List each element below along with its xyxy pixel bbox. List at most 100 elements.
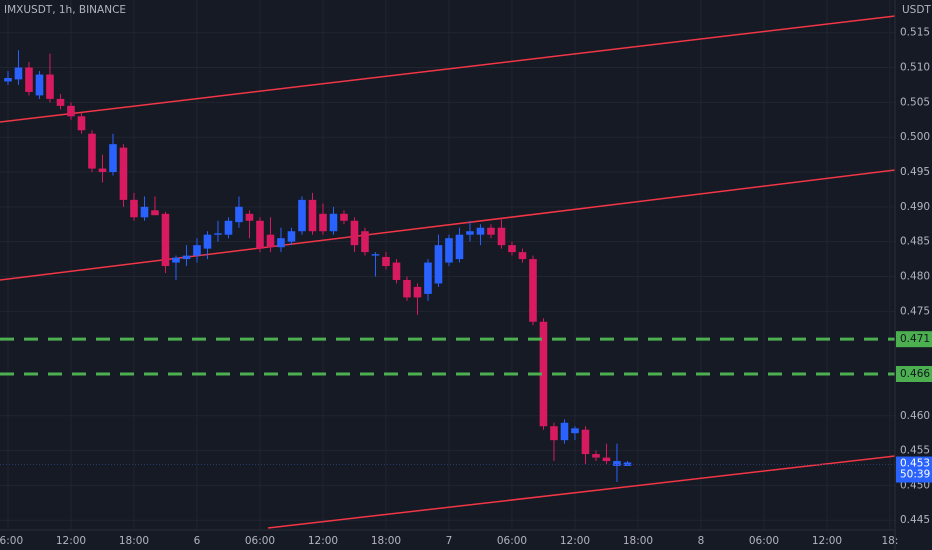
candle-body bbox=[235, 206, 243, 223]
candle-body bbox=[14, 67, 23, 80]
candle-body bbox=[298, 199, 306, 232]
candle-body bbox=[476, 227, 485, 235]
candle-body bbox=[613, 461, 621, 466]
candle-body bbox=[392, 262, 401, 280]
last-price-tag bbox=[896, 456, 932, 483]
candle-body bbox=[172, 257, 180, 263]
candle-body bbox=[403, 279, 411, 298]
x-tick-label: 8 bbox=[698, 535, 705, 547]
candle-body bbox=[77, 116, 86, 131]
candle-body bbox=[151, 210, 159, 216]
candle-body bbox=[161, 213, 170, 267]
y-tick-label: 0.515 bbox=[900, 27, 930, 39]
y-tick-label: 0.445 bbox=[900, 514, 930, 526]
candle-body bbox=[329, 213, 338, 232]
x-tick-label: 06:00 bbox=[749, 535, 779, 547]
candle-body bbox=[88, 133, 96, 169]
candle-body bbox=[277, 238, 285, 248]
labels: 0.515 0.510 0.505 0.500 0.495 0.490 0.485 0.480… bbox=[0, 27, 932, 547]
candle-body bbox=[455, 234, 464, 260]
candle-body bbox=[560, 422, 569, 441]
x-tick-label: 18:00 bbox=[371, 535, 401, 547]
candle-body bbox=[140, 206, 149, 218]
candle-body bbox=[224, 220, 233, 235]
candles bbox=[0, 50, 895, 482]
candle-body bbox=[319, 213, 327, 232]
candle-body bbox=[497, 227, 506, 246]
candle-body bbox=[25, 67, 33, 92]
trend-line bbox=[0, 15, 896, 123]
candle-body bbox=[424, 262, 432, 294]
level-tag bbox=[896, 331, 932, 348]
candle-body bbox=[266, 234, 275, 248]
x-tick-label: 06:00 bbox=[497, 535, 527, 547]
candle-body bbox=[67, 105, 75, 117]
x-tick-label: 18:00 bbox=[623, 535, 653, 547]
candle-body bbox=[413, 286, 422, 298]
candle-body bbox=[445, 238, 453, 263]
candle-body bbox=[518, 252, 527, 260]
x-tick-label: 18: bbox=[882, 535, 899, 547]
candle-body bbox=[466, 231, 474, 235]
candle-body bbox=[109, 144, 117, 173]
y-tick-label: 0.455 bbox=[900, 445, 930, 457]
y-tick-label: 0.500 bbox=[900, 131, 930, 143]
candle-body bbox=[539, 321, 548, 427]
x-tick-label: 12:00 bbox=[812, 535, 842, 547]
candle-body bbox=[256, 220, 264, 249]
axis-unit: USDT bbox=[902, 4, 931, 16]
y-tick-label: 0.490 bbox=[900, 201, 930, 213]
candle-body bbox=[308, 199, 317, 232]
candle-body bbox=[287, 231, 296, 242]
level-label: 0.466 bbox=[900, 368, 930, 380]
x-tick-label: 12:00 bbox=[56, 535, 86, 547]
trend-line bbox=[267, 455, 896, 529]
candle-body bbox=[130, 199, 138, 218]
last-price-label: 0.453 bbox=[900, 458, 930, 470]
y-tick-label: 0.495 bbox=[900, 166, 930, 178]
candle-body bbox=[571, 428, 579, 434]
y-tick-label: 0.460 bbox=[900, 410, 930, 422]
level-label: 0.471 bbox=[900, 333, 930, 345]
x-tick-label: 06:00 bbox=[0, 535, 23, 547]
x-tick-label: 12:00 bbox=[308, 535, 338, 547]
candle-body bbox=[245, 213, 254, 221]
candle-body bbox=[382, 256, 390, 267]
candle-body bbox=[592, 454, 600, 458]
x-tick-label: 7 bbox=[446, 535, 453, 547]
candle-body bbox=[434, 245, 443, 284]
candle-body bbox=[35, 74, 44, 96]
y-tick-label: 0.510 bbox=[900, 62, 930, 74]
trend-line bbox=[0, 169, 896, 281]
candle-body bbox=[182, 255, 191, 260]
y-tick-label: 0.485 bbox=[900, 236, 930, 248]
candle-body bbox=[529, 259, 537, 322]
level-tag bbox=[896, 365, 932, 382]
x-tick-label: 6 bbox=[194, 535, 201, 547]
candle-body bbox=[214, 233, 222, 235]
candle-body bbox=[581, 429, 590, 455]
candle-body bbox=[193, 245, 201, 256]
x-tick-label: 06:00 bbox=[245, 535, 275, 547]
grid bbox=[0, 0, 895, 530]
candle-body bbox=[371, 254, 380, 256]
chart-title: IMXUSDT, 1h, BINANCE bbox=[4, 4, 126, 16]
candle-body bbox=[46, 74, 54, 99]
candle-body bbox=[487, 227, 495, 235]
candle-body bbox=[119, 147, 128, 200]
y-tick-label: 0.505 bbox=[900, 96, 930, 108]
candle-body bbox=[361, 231, 369, 253]
y-tick-label: 0.475 bbox=[900, 305, 930, 317]
candle-body bbox=[508, 245, 516, 253]
candle-body bbox=[340, 213, 348, 221]
x-tick-label: 18:00 bbox=[119, 535, 149, 547]
candle-body bbox=[4, 78, 12, 82]
candle-body bbox=[350, 220, 359, 246]
countdown-label: 50:39 bbox=[900, 469, 930, 481]
candle-body bbox=[550, 426, 558, 441]
y-tick-label: 0.480 bbox=[900, 270, 930, 282]
candle-body bbox=[56, 98, 65, 106]
